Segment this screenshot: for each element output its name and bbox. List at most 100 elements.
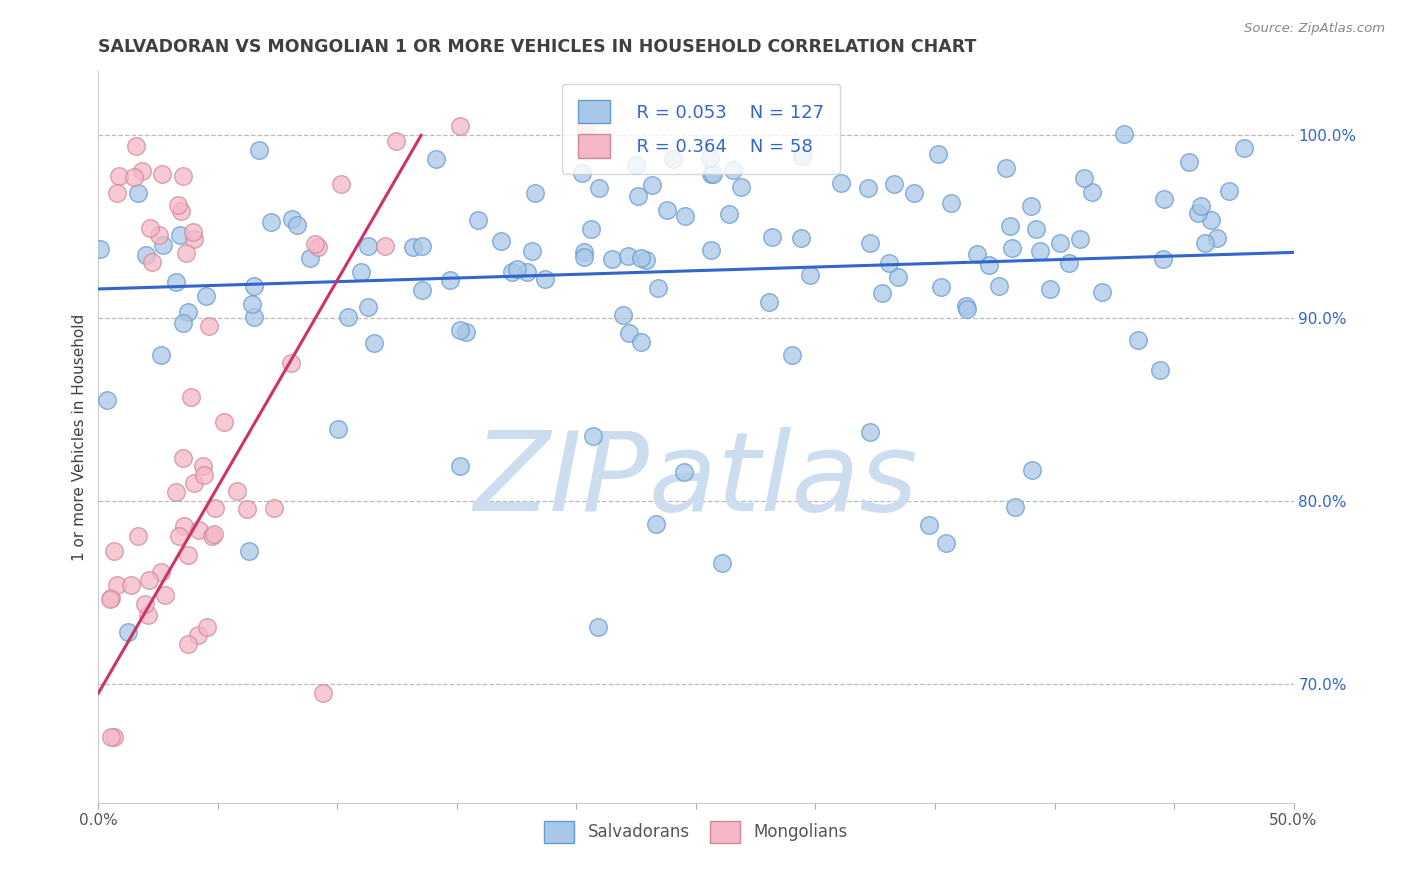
Point — [181, 225, 204, 239]
Point — [100, 591, 122, 605]
Point — [612, 308, 634, 322]
Point — [240, 296, 263, 310]
Point — [1206, 231, 1229, 245]
Point — [201, 529, 224, 543]
Point — [170, 204, 193, 219]
Point — [887, 269, 910, 284]
Point — [191, 459, 214, 474]
Point — [304, 237, 326, 252]
Point — [630, 334, 652, 349]
Point — [1218, 185, 1240, 199]
Point — [579, 222, 602, 236]
Point — [998, 219, 1021, 234]
Point — [700, 243, 723, 257]
Point — [929, 280, 952, 294]
Point — [617, 326, 640, 341]
Point — [169, 228, 191, 243]
Point — [941, 196, 963, 211]
Point — [149, 347, 172, 361]
Point — [1039, 282, 1062, 296]
Point — [979, 258, 1001, 272]
Point — [263, 501, 285, 516]
Point — [167, 198, 190, 212]
Point — [165, 485, 187, 500]
Point — [177, 548, 200, 562]
Point — [411, 283, 433, 297]
Point — [242, 279, 264, 293]
Point — [183, 475, 205, 490]
Point — [180, 390, 202, 404]
Point — [307, 240, 329, 254]
Point — [225, 483, 247, 498]
Point — [903, 186, 925, 200]
Point — [790, 149, 813, 163]
Point — [204, 501, 226, 516]
Point — [103, 730, 125, 744]
Point — [588, 180, 610, 194]
Point — [647, 281, 669, 295]
Point — [935, 536, 957, 550]
Point — [1153, 192, 1175, 206]
Point — [100, 730, 122, 744]
Point — [411, 239, 433, 253]
Y-axis label: 1 or more Vehicles in Household: 1 or more Vehicles in Household — [72, 313, 87, 561]
Point — [172, 450, 194, 465]
Point — [150, 566, 173, 580]
Point — [135, 248, 157, 262]
Point — [1149, 363, 1171, 377]
Point — [640, 178, 662, 193]
Point — [501, 264, 523, 278]
Point — [533, 272, 555, 286]
Point — [994, 161, 1017, 175]
Point — [1081, 185, 1104, 199]
Point — [105, 578, 128, 592]
Point — [174, 246, 197, 260]
Point — [236, 501, 259, 516]
Point — [799, 268, 821, 283]
Point — [374, 239, 396, 253]
Point — [131, 164, 153, 178]
Point — [790, 231, 813, 245]
Point — [357, 239, 380, 253]
Point — [1029, 244, 1052, 258]
Point — [955, 299, 977, 313]
Point — [870, 286, 893, 301]
Point — [120, 578, 142, 592]
Point — [188, 523, 211, 537]
Point — [330, 177, 353, 191]
Point — [198, 319, 221, 334]
Point — [141, 255, 163, 269]
Point — [449, 323, 471, 337]
Point — [1152, 252, 1174, 267]
Point — [1057, 256, 1080, 270]
Point — [1178, 155, 1201, 169]
Point — [627, 188, 650, 202]
Point — [574, 245, 596, 260]
Point — [122, 169, 145, 184]
Point — [758, 295, 780, 310]
Point — [172, 316, 194, 330]
Point — [1233, 141, 1256, 155]
Text: ZIPatlas: ZIPatlas — [474, 427, 918, 534]
Point — [467, 212, 489, 227]
Point — [516, 264, 538, 278]
Text: SALVADORAN VS MONGOLIAN 1 OR MORE VEHICLES IN HOUSEHOLD CORRELATION CHART: SALVADORAN VS MONGOLIAN 1 OR MORE VEHICL… — [98, 38, 977, 56]
Point — [134, 597, 156, 611]
Point — [883, 177, 905, 191]
Point — [1069, 232, 1091, 246]
Point — [103, 544, 125, 558]
Point — [357, 300, 380, 314]
Point — [1019, 199, 1042, 213]
Point — [877, 256, 900, 270]
Point — [600, 252, 623, 267]
Point — [148, 227, 170, 242]
Point — [247, 143, 270, 157]
Point — [657, 202, 679, 217]
Point — [575, 120, 598, 134]
Point — [260, 215, 283, 229]
Point — [730, 180, 752, 194]
Point — [522, 244, 544, 258]
Point — [173, 169, 195, 183]
Point — [152, 238, 174, 252]
Point — [425, 152, 447, 166]
